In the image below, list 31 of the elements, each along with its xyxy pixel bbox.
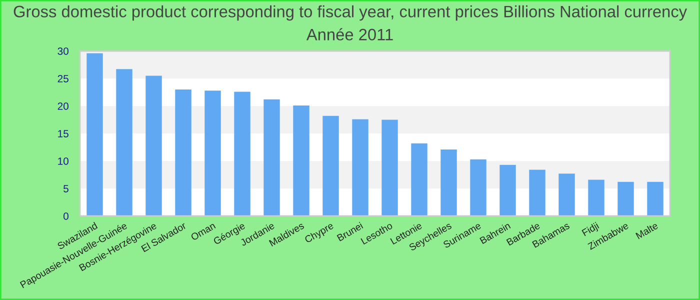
chart-subtitle: Année 2011: [306, 28, 393, 40]
bar: [529, 170, 546, 216]
bar: [352, 119, 368, 216]
bar: [322, 116, 339, 216]
bar: [116, 69, 132, 216]
bar: [234, 92, 250, 216]
y-tick-label: 5: [64, 185, 68, 192]
bar: [264, 99, 280, 216]
bar: [293, 105, 310, 216]
y-tick-label: 15: [58, 130, 68, 138]
y-tick-label: 30: [58, 48, 68, 55]
bar: [382, 120, 398, 216]
bar: [558, 174, 575, 216]
bar: [86, 53, 103, 216]
bar: [500, 164, 516, 216]
bar: [440, 149, 457, 216]
bar: [175, 90, 192, 216]
chart-title: Gross domestic product corresponding to fiscal year, current prices Billions National currency: [14, 5, 688, 21]
bar: [411, 143, 428, 216]
y-tick-label: 10: [58, 158, 68, 165]
bar: [204, 90, 221, 216]
x-tick-label: Oman: [190, 222, 216, 241]
bar: [146, 76, 162, 216]
y-tick-label: 25: [58, 75, 68, 82]
bar: [588, 180, 604, 216]
y-tick-label: 20: [58, 102, 68, 110]
x-tick-label: Malte: [635, 222, 658, 240]
bar: [647, 182, 664, 216]
bar: [470, 159, 486, 216]
y-tick-label: 0: [64, 212, 68, 220]
bar: [618, 182, 634, 216]
